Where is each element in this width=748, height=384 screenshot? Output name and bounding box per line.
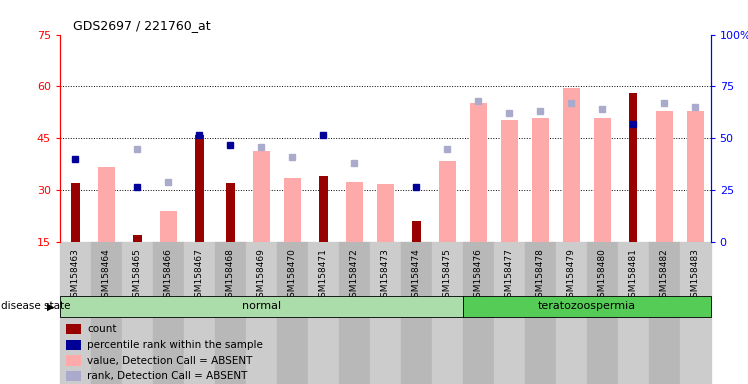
- Bar: [618, 242, 649, 384]
- Text: rank, Detection Call = ABSENT: rank, Detection Call = ABSENT: [88, 371, 248, 381]
- Bar: [524, 242, 556, 384]
- Bar: [319, 176, 328, 242]
- Bar: [401, 242, 432, 384]
- Bar: [629, 93, 637, 242]
- Bar: [215, 242, 246, 384]
- Bar: [470, 103, 487, 242]
- Bar: [226, 183, 235, 242]
- Bar: [67, 324, 81, 334]
- Bar: [160, 211, 177, 242]
- Bar: [556, 242, 586, 384]
- Bar: [98, 167, 115, 242]
- Bar: [494, 242, 524, 384]
- Text: disease state: disease state: [1, 301, 70, 311]
- Bar: [253, 151, 270, 242]
- Text: count: count: [88, 324, 117, 334]
- Bar: [594, 118, 610, 242]
- Bar: [195, 135, 203, 242]
- Bar: [60, 242, 91, 384]
- Bar: [60, 296, 463, 317]
- Bar: [307, 242, 339, 384]
- Bar: [562, 88, 580, 242]
- Text: GDS2697 / 221760_at: GDS2697 / 221760_at: [73, 19, 210, 32]
- Bar: [463, 242, 494, 384]
- Bar: [655, 111, 672, 242]
- Text: normal: normal: [242, 301, 280, 311]
- Bar: [687, 111, 704, 242]
- Bar: [91, 242, 122, 384]
- Bar: [649, 242, 680, 384]
- Bar: [412, 221, 420, 242]
- Bar: [339, 242, 370, 384]
- Bar: [67, 339, 81, 350]
- Bar: [71, 183, 80, 242]
- Bar: [184, 242, 215, 384]
- Bar: [532, 118, 549, 242]
- Bar: [370, 242, 401, 384]
- Bar: [67, 371, 81, 381]
- Bar: [283, 178, 301, 242]
- Bar: [500, 119, 518, 242]
- Bar: [438, 161, 456, 242]
- Bar: [377, 184, 393, 242]
- Text: ▶: ▶: [47, 301, 55, 311]
- Bar: [277, 242, 307, 384]
- Bar: [153, 242, 184, 384]
- Bar: [122, 242, 153, 384]
- Text: value, Detection Call = ABSENT: value, Detection Call = ABSENT: [88, 356, 253, 366]
- Bar: [432, 242, 463, 384]
- Bar: [586, 242, 618, 384]
- Bar: [246, 242, 277, 384]
- Bar: [133, 235, 141, 242]
- Bar: [680, 242, 711, 384]
- Bar: [67, 356, 81, 366]
- Bar: [463, 296, 711, 317]
- Text: teratozoospermia: teratozoospermia: [538, 301, 636, 311]
- Text: percentile rank within the sample: percentile rank within the sample: [88, 340, 263, 350]
- Bar: [346, 182, 363, 242]
